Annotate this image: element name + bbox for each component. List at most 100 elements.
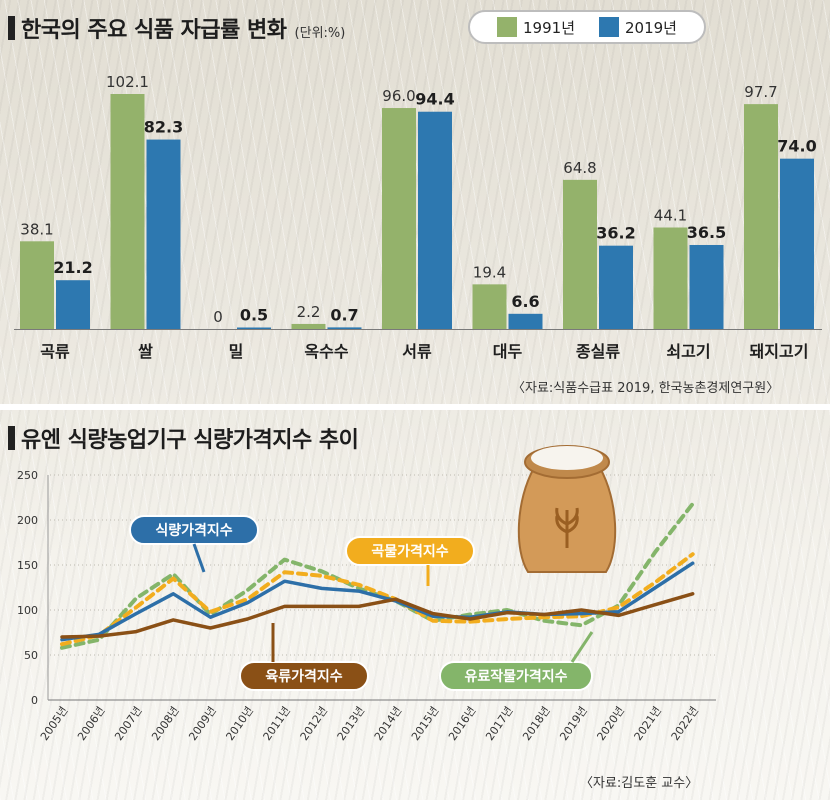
value-label-1991: 19.4 <box>473 263 506 281</box>
rice-sack-illustration <box>517 445 617 573</box>
food-price-index-panel: 유엔 식량농업기구 식량가격지수 추이 0 50 100 150 200 250 2005년… <box>0 410 830 800</box>
x-tick-label: 2017년 <box>483 704 516 743</box>
category-label: 대두 <box>493 342 523 361</box>
x-tick-label: 2011년 <box>261 704 294 743</box>
food-index-callout-label: 식량가격지수 <box>155 522 232 539</box>
bar-1991 <box>382 108 416 329</box>
x-tick-label: 2018년 <box>520 704 553 743</box>
grain-index-callout: 곡물가격지수 <box>345 536 475 586</box>
bar-2019 <box>599 245 633 329</box>
y-tick-label: 150 <box>17 559 38 572</box>
value-label-1991: 64.8 <box>563 159 596 177</box>
bar-1991 <box>20 241 54 329</box>
legend-item-1991: 1991년 <box>497 17 575 38</box>
bar-1991 <box>744 104 778 330</box>
category-label: 옥수수 <box>304 342 348 361</box>
bar-2019 <box>508 313 543 329</box>
value-label-1991: 0 <box>213 308 223 326</box>
wheat-emblem <box>555 507 579 548</box>
legend-label-2019: 2019년 <box>625 18 677 37</box>
y-tick-label: 100 <box>17 604 38 617</box>
category-label: 돼지고기 <box>750 342 809 361</box>
y-tick-label: 250 <box>17 469 38 482</box>
grain-index-callout-box <box>345 536 475 566</box>
line-chart-title-row: 유엔 식량농업기구 식량가격지수 추이 <box>8 422 359 454</box>
title-marker <box>8 426 15 450</box>
meat-index-callout-label: 육류가격지수 <box>265 668 342 685</box>
meat-index-callout-box <box>239 661 369 691</box>
line-chart-title: 유엔 식량농업기구 식량가격지수 추이 <box>21 428 359 453</box>
bar-2019 <box>146 139 181 329</box>
series-line-육류가격지수 <box>60 592 695 639</box>
value-label-2019: 82.3 <box>144 118 183 137</box>
x-tick-label: 2016년 <box>446 704 479 743</box>
food-index-callout: 식량가격지수 <box>129 515 259 573</box>
y-tick-label: 50 <box>24 649 38 662</box>
value-label-2019: 94.4 <box>415 90 454 109</box>
oil-index-callout: 유료작물가격지수 <box>439 631 594 691</box>
legend-item-2019: 2019년 <box>599 17 677 38</box>
oil-index-callout-pointer <box>570 631 594 663</box>
meat-index-callout: 육류가격지수 <box>239 623 369 691</box>
value-label-2019: 6.6 <box>511 292 539 311</box>
value-label-2019: 0.7 <box>330 305 358 324</box>
title-marker <box>8 16 15 40</box>
x-tick-label: 2022년 <box>669 704 702 743</box>
line-chart: 0 50 100 150 200 250 2005년 2006년 2007년 2008년 2009년… <box>17 445 716 743</box>
bar-chart-legend: 1991년 2019년 <box>468 10 706 44</box>
self-sufficiency-panel: 한국의 주요 식품 자급률 변화 (단위:%) 1991년 2019년 38.1… <box>8 10 822 396</box>
bar-chart-title: 한국의 주요 식품 자급률 변화 <box>21 18 287 43</box>
x-tick-label: 2008년 <box>149 704 182 743</box>
line-chart-source: 〈자료:김도훈 교수〉 <box>580 776 699 791</box>
rice-grains <box>531 446 603 470</box>
value-label-2019: 36.5 <box>687 223 726 242</box>
x-tick-label: 2012년 <box>298 704 331 743</box>
bar-1991 <box>291 323 326 329</box>
food-index-callout-pointer <box>192 543 206 573</box>
value-label-2019: 36.2 <box>596 224 635 243</box>
value-label-2019: 74.0 <box>777 137 816 156</box>
x-tick-label: 2021년 <box>632 704 665 743</box>
legend-swatch-2019 <box>599 17 619 37</box>
bar-2019 <box>689 244 724 329</box>
x-tick-label: 2013년 <box>335 704 368 743</box>
value-label-1991: 102.1 <box>106 73 149 91</box>
value-label-2019: 21.2 <box>53 258 92 277</box>
y-tick-label: 0 <box>31 694 38 707</box>
x-tick-label: 2005년 <box>38 704 71 743</box>
category-label: 쌀 <box>138 342 153 361</box>
bar-1991 <box>653 227 688 329</box>
legend-label-1991: 1991년 <box>523 18 575 37</box>
value-label-1991: 2.2 <box>297 303 321 321</box>
x-tick-label: 2015년 <box>409 704 442 743</box>
bar-1991 <box>563 179 597 329</box>
bar-chart-unit: (단위:%) <box>294 26 346 41</box>
x-tick-label: 2020년 <box>594 704 627 743</box>
legend-swatch-1991 <box>497 17 518 37</box>
x-tick-label: 2009년 <box>186 704 219 743</box>
grain-index-callout-label: 곡물가격지수 <box>371 543 448 560</box>
x-tick-label: 2019년 <box>557 704 590 743</box>
x-tick-label: 2010년 <box>223 704 256 743</box>
value-label-2019: 0.5 <box>240 306 268 325</box>
bar-2019 <box>418 111 452 329</box>
bar-1991 <box>472 284 507 329</box>
category-label: 밀 <box>229 342 244 361</box>
category-label: 쇠고기 <box>666 342 710 361</box>
series-line-식량가격지수 <box>60 561 695 642</box>
value-label-1991: 97.7 <box>744 83 777 101</box>
bar-chart: 38.1 21.2 곡류 102.1 82.3 쌀 0 0.5 밀 2.2 0.7 옥수수 96.0 94… <box>14 73 822 361</box>
value-label-1991: 96.0 <box>382 87 415 105</box>
oil-index-callout-box <box>439 661 593 691</box>
x-tick-label: 2007년 <box>112 704 145 743</box>
bar-chart-title-row: 한국의 주요 식품 자급률 변화 (단위:%) <box>8 12 345 44</box>
bar-2019 <box>237 327 271 329</box>
bar-chart-source: 〈자료:식품수급표 2019, 한국농촌경제연구원〉 <box>512 381 780 396</box>
category-label: 서류 <box>402 342 432 361</box>
x-tick-label: 2014년 <box>372 704 405 743</box>
bar-2019 <box>327 327 362 329</box>
oil-index-callout-label: 유료작물가격지수 <box>464 668 567 685</box>
x-tick-label: 2006년 <box>75 704 108 743</box>
bar-2019 <box>56 280 90 329</box>
bar-2019 <box>780 158 814 329</box>
